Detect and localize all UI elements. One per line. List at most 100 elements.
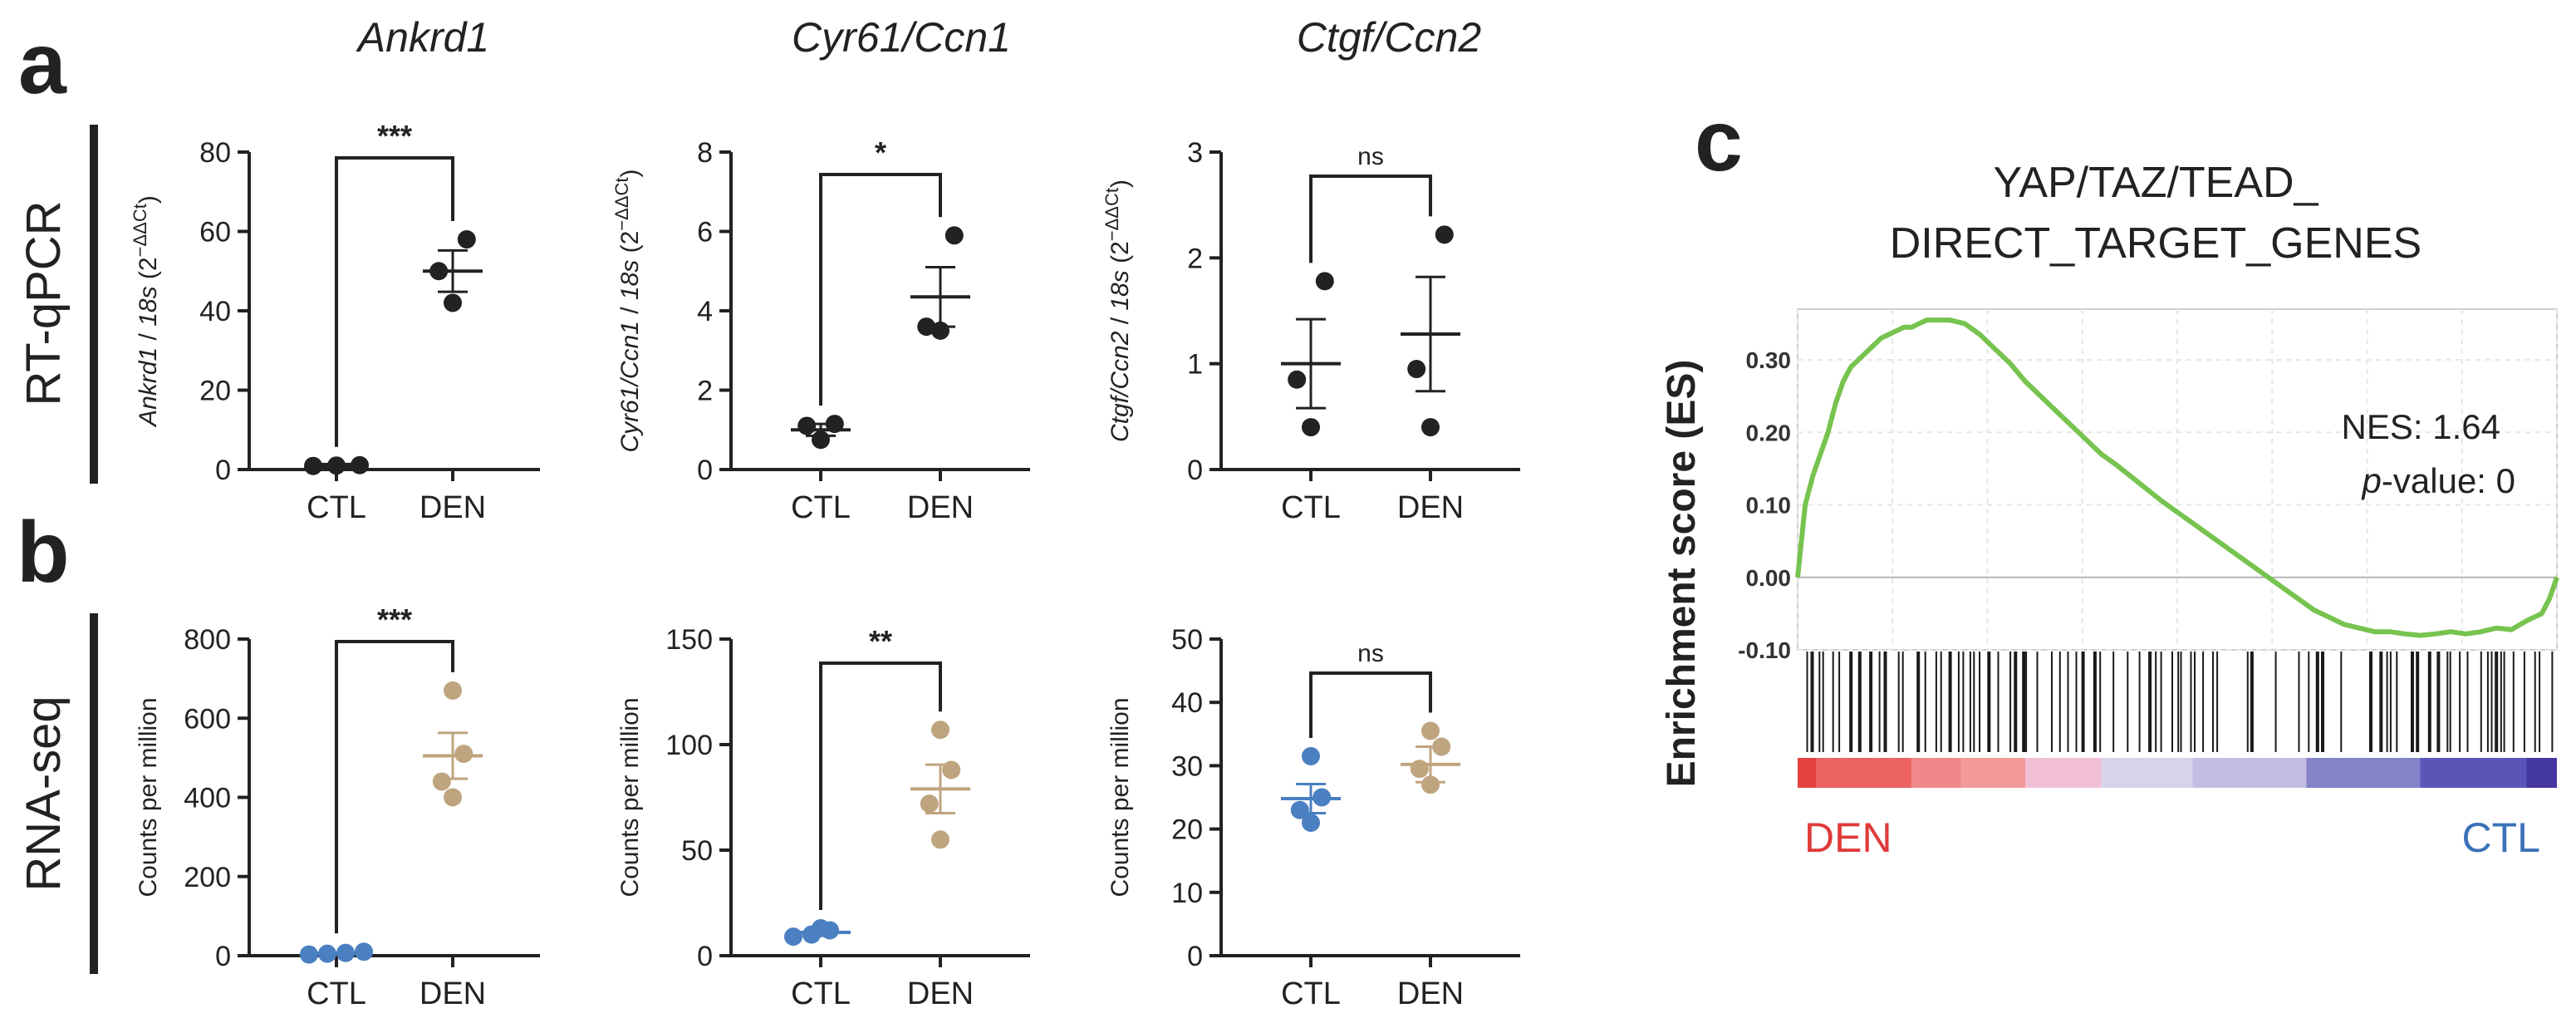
significance-bracket bbox=[1309, 671, 1432, 738]
y-tick-label: 10 bbox=[1171, 878, 1203, 909]
hit-bar bbox=[2093, 652, 2097, 752]
nes-label: NES: 1.64 bbox=[2342, 407, 2500, 446]
y-tick-label: 50 bbox=[681, 835, 713, 867]
chart-qpcr-cyr61: 0 2 4 6 8 CTL DEN Cyr61/Ccn1 / 18s (2−ΔΔCt) * bbox=[611, 135, 1030, 525]
y-axis-label-part: ) bbox=[1106, 180, 1134, 188]
pole-label-den: DEN bbox=[1804, 814, 1892, 861]
rank-heat-segment bbox=[1960, 758, 2026, 788]
data-point bbox=[931, 720, 949, 740]
hit-bar bbox=[2250, 652, 2254, 752]
hit-bar bbox=[1987, 652, 1991, 752]
chart-gsea: 0.30 0.20 0.10 0.00 -0.10 Enrichment score (E… bbox=[1660, 308, 2559, 861]
rank-heat-segment bbox=[1816, 758, 1912, 788]
hit-bar bbox=[2025, 652, 2028, 752]
chart-rnaseq-ankrd1: 0 200 400 600 800 CTL DEN Counts per million *** bbox=[135, 602, 540, 1011]
y-tick-label: 4 bbox=[697, 296, 713, 327]
category-label: DEN bbox=[907, 976, 974, 1011]
hit-bar bbox=[1897, 652, 1900, 752]
y-tick-label: 40 bbox=[1171, 687, 1203, 719]
hit-bar bbox=[1940, 652, 1942, 752]
chart-qpcr-ctgf: 0 1 2 3 CTL DEN Ctgf/Ccn2 / 18s (2−ΔΔCt) ns bbox=[1102, 137, 1520, 525]
y-axis-label: Counts per million bbox=[135, 697, 162, 897]
hit-bar bbox=[2386, 652, 2388, 752]
hit-bar bbox=[2216, 652, 2219, 752]
significance-label: *** bbox=[377, 602, 412, 637]
hit-bar bbox=[1857, 652, 1862, 752]
hit-bar bbox=[2534, 652, 2536, 752]
hit-bar bbox=[1810, 652, 1814, 752]
y-axis-label-part: (2 bbox=[616, 231, 644, 260]
y-tick-label: 600 bbox=[184, 703, 231, 735]
category-label: DEN bbox=[907, 490, 974, 525]
panel-label-c: c bbox=[1695, 93, 1743, 189]
hit-bar bbox=[2160, 652, 2162, 752]
hit-bar bbox=[2246, 652, 2249, 752]
data-point bbox=[920, 794, 939, 814]
y-tick-label: 6 bbox=[697, 217, 713, 248]
y-tick-label: 0 bbox=[697, 941, 713, 972]
data-point bbox=[1302, 746, 1320, 765]
hit-bar bbox=[1924, 652, 1926, 752]
hit-bar bbox=[2058, 652, 2061, 752]
hit-bar bbox=[2051, 652, 2053, 752]
y-tick-label: 800 bbox=[184, 624, 231, 656]
data-point bbox=[1315, 272, 1334, 291]
rank-heat-segment bbox=[1798, 758, 1817, 788]
rank-heat-segment bbox=[2192, 758, 2307, 788]
significance-bracket bbox=[1309, 175, 1432, 263]
barcode-background bbox=[1798, 652, 2557, 752]
hit-bar bbox=[1916, 652, 1921, 752]
y-tick-label: 1 bbox=[1187, 349, 1203, 381]
hit-bar bbox=[1883, 652, 1887, 752]
hit-bar bbox=[2138, 652, 2141, 752]
hit-bar bbox=[2036, 652, 2039, 752]
data-point bbox=[1288, 370, 1307, 389]
hit-bar bbox=[1849, 652, 1853, 752]
hit-bar bbox=[2315, 652, 2319, 752]
y-axis-label-part: (2 bbox=[135, 257, 162, 286]
data-point bbox=[444, 788, 462, 807]
y-tick-label: 200 bbox=[184, 862, 231, 893]
hit-bar bbox=[2495, 652, 2499, 752]
y-tick-label: 3 bbox=[1187, 137, 1203, 169]
hit-bar bbox=[2009, 652, 2012, 752]
hit-bar bbox=[2449, 652, 2451, 752]
gsea-y-tick-label: 0.20 bbox=[1746, 420, 1792, 445]
pvalue-rest: -value: 0 bbox=[2382, 461, 2515, 500]
significance-bracket bbox=[335, 640, 454, 934]
gsea-y-tick-label: 0.30 bbox=[1746, 347, 1792, 373]
category-label: CTL bbox=[1281, 490, 1341, 525]
y-tick-label: 400 bbox=[184, 783, 231, 814]
significance-bracket bbox=[335, 156, 454, 447]
category-label: CTL bbox=[1281, 976, 1341, 1011]
y-axis-label-part: Ctgf/Ccn2 bbox=[1106, 331, 1134, 442]
hit-bar bbox=[2180, 652, 2182, 752]
hit-bar bbox=[1935, 652, 1937, 752]
data-point bbox=[1435, 225, 1454, 244]
hit-bar bbox=[2416, 652, 2420, 752]
hit-bar bbox=[1832, 652, 1834, 752]
hit-bar bbox=[2099, 652, 2102, 752]
hit-bar bbox=[2067, 652, 2069, 752]
hit-bar bbox=[2081, 652, 2085, 752]
gene-title-ankrd1: Ankrd1 bbox=[356, 14, 489, 61]
panel-label-a: a bbox=[18, 16, 67, 112]
gsea-title-line1: YAP/TAZ/TEAD_ bbox=[1993, 159, 2318, 207]
rank-heat-segment bbox=[2420, 758, 2527, 788]
y-axis-label-part: −ΔΔCt bbox=[1102, 188, 1122, 241]
data-point bbox=[457, 230, 476, 249]
hit-bar bbox=[2274, 652, 2277, 752]
hit-bar bbox=[1973, 652, 1975, 752]
gsea-y-tick-label: -0.10 bbox=[1738, 637, 1791, 663]
data-point bbox=[444, 681, 462, 700]
hit-bar bbox=[2308, 652, 2310, 752]
gsea-y-axis-label: Enrichment score (ES) bbox=[1660, 360, 1704, 788]
category-label: DEN bbox=[420, 976, 486, 1011]
y-tick-label: 20 bbox=[1171, 814, 1203, 846]
y-tick-label: 50 bbox=[1171, 624, 1203, 656]
rank-heat-segment bbox=[2526, 758, 2557, 788]
data-point bbox=[784, 927, 802, 947]
data-point bbox=[931, 830, 949, 849]
hit-bar bbox=[2500, 652, 2502, 752]
